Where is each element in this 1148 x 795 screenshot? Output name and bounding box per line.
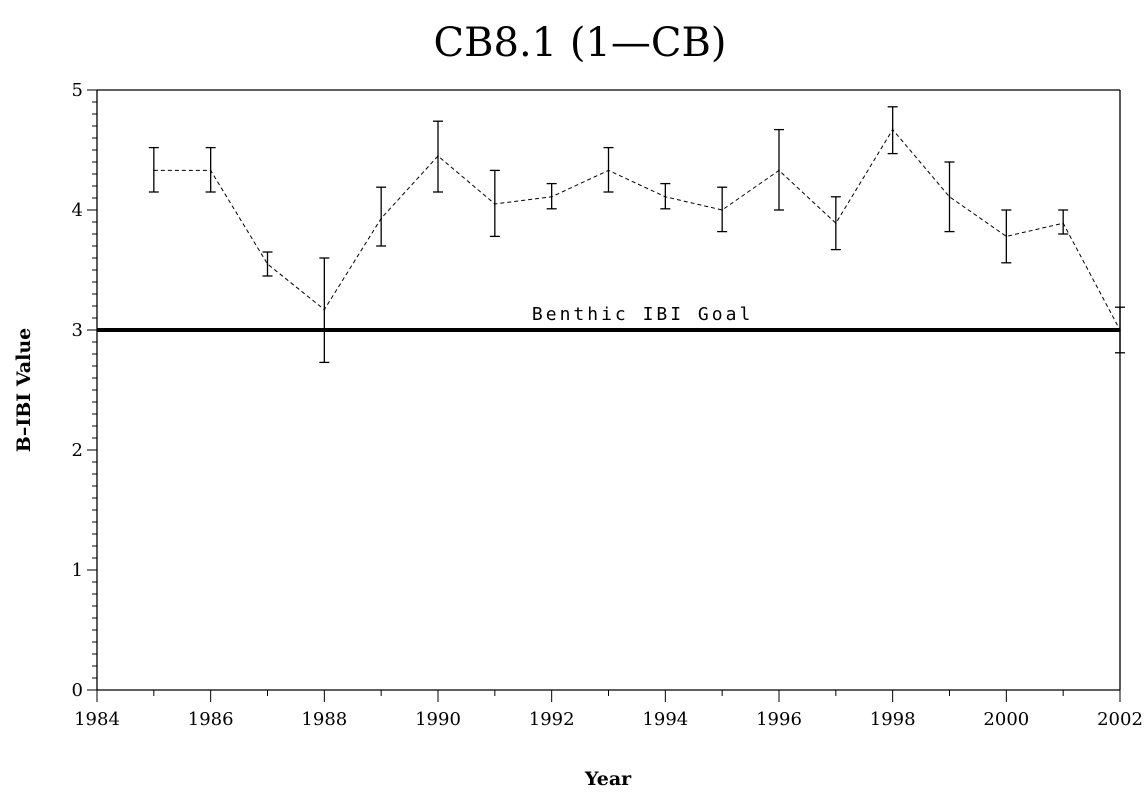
data-point — [266, 263, 269, 265]
data-point — [778, 169, 780, 172]
x-tick-label: 1998 — [870, 709, 916, 730]
chart-title: CB8.1 (1—CB) — [434, 20, 727, 66]
data-point — [1119, 329, 1121, 331]
data-point — [891, 128, 894, 131]
data-point — [607, 169, 610, 172]
data-point — [437, 155, 439, 157]
x-tick-label: 1986 — [188, 709, 234, 730]
x-tick-label: 1994 — [642, 709, 688, 730]
x-axis-title: Year — [584, 768, 632, 790]
x-tick-label: 2000 — [983, 709, 1029, 730]
data-point — [664, 196, 667, 198]
data-point — [1062, 222, 1064, 224]
data-point — [380, 217, 382, 220]
x-tick-label: 1990 — [415, 709, 461, 730]
x-tick-label: 2002 — [1097, 709, 1143, 730]
data-point — [948, 196, 951, 198]
data-point — [494, 203, 496, 205]
data-point — [153, 169, 155, 172]
x-tick-label: 1996 — [756, 709, 802, 730]
series-line — [153, 128, 1121, 331]
y-tick-label: 4 — [72, 200, 83, 221]
data-point — [209, 169, 212, 172]
x-tick-label: 1988 — [301, 709, 347, 730]
y-tick-label: 5 — [72, 80, 83, 101]
series-b-ibi — [148, 106, 1125, 364]
data-point — [721, 209, 723, 211]
goal-line-label: Benthic IBI Goal — [532, 304, 753, 325]
y-tick-label: 0 — [72, 680, 83, 701]
y-tick-label: 1 — [72, 560, 83, 581]
y-tick-label: 3 — [72, 320, 83, 341]
x-tick-label: 1984 — [74, 709, 120, 730]
x-tick-label: 1992 — [529, 709, 575, 730]
x-axis-ticks: 1984 1986 1988 1990 1992 1994 1996 1998 2000 2002 — [74, 690, 1143, 730]
y-axis-ticks: 0 1 2 3 4 5 — [72, 80, 97, 701]
y-tick-label: 2 — [72, 440, 83, 461]
data-point — [550, 196, 553, 198]
data-point — [1005, 235, 1008, 238]
y-axis-title: B–IBI Value — [13, 328, 35, 452]
data-point — [323, 308, 326, 311]
data-point — [835, 222, 837, 224]
goal-reference: Benthic IBI Goal — [97, 304, 1120, 332]
